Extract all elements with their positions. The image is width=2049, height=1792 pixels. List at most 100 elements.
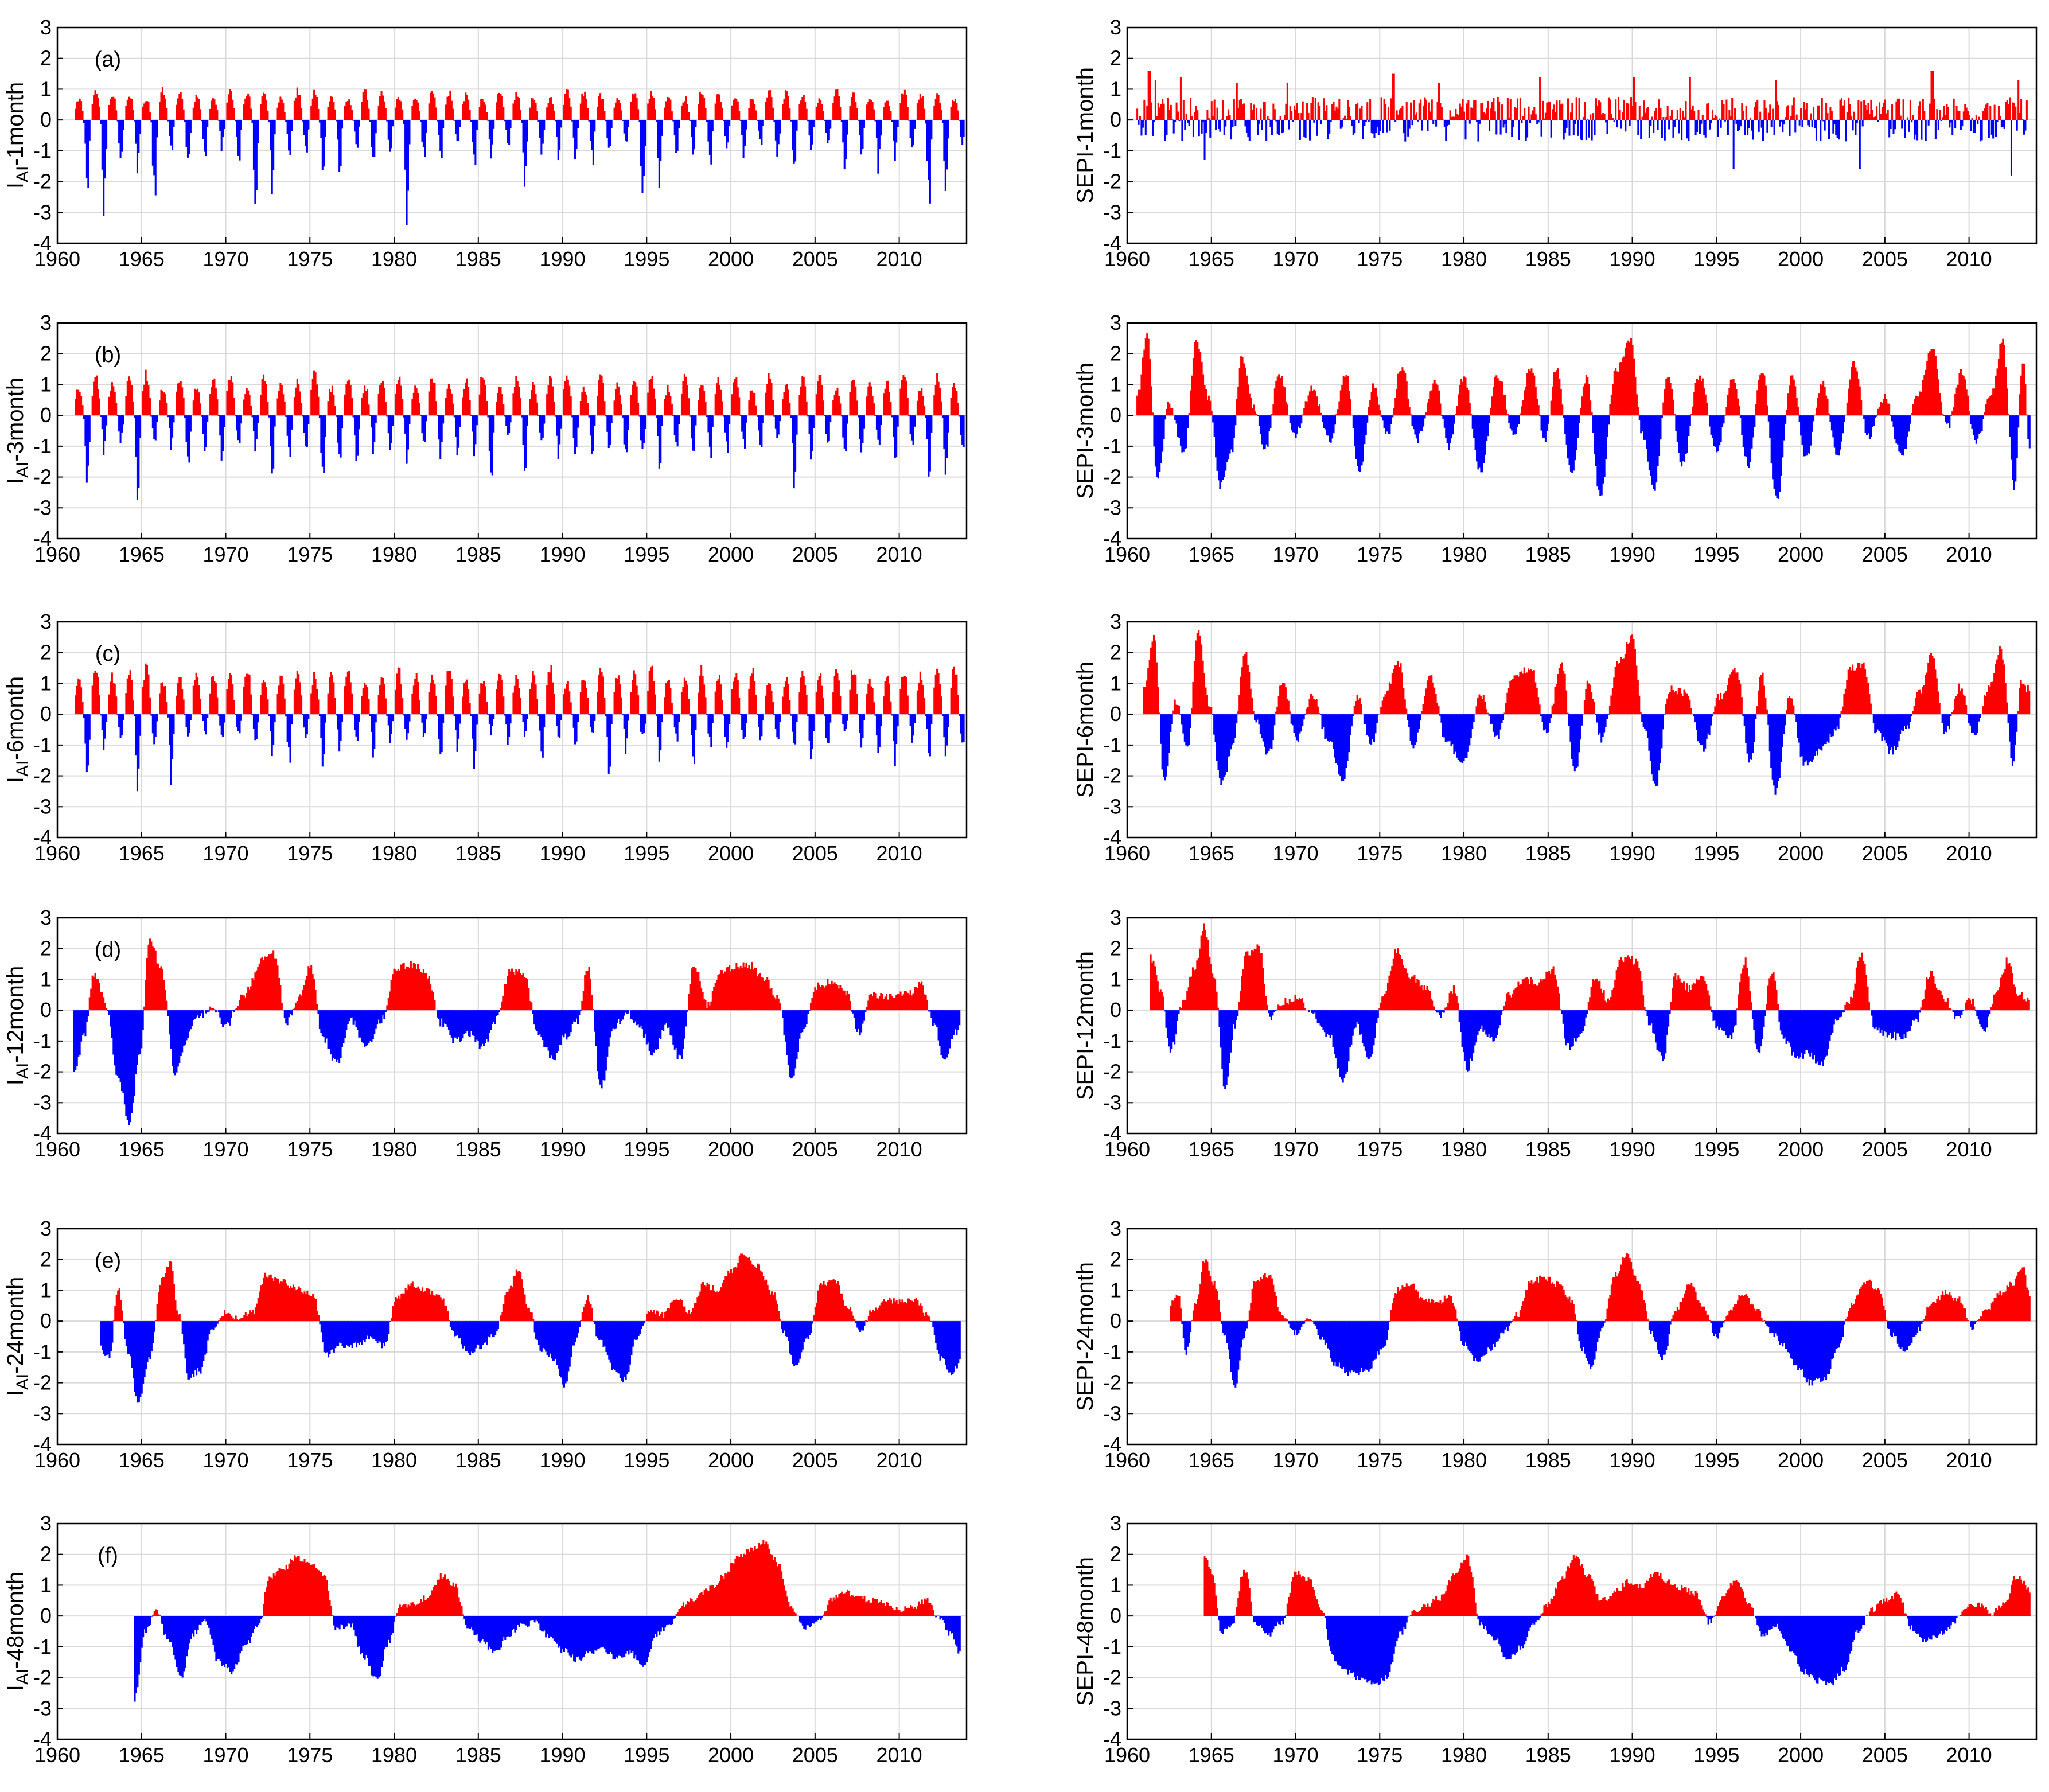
positive-bar: [160, 92, 162, 120]
positive-bar: [934, 674, 937, 715]
x-tick-label: 1990: [1610, 247, 1655, 271]
positive-bar: [832, 400, 835, 416]
positive-bar: [531, 682, 533, 715]
positive-bar: [839, 107, 842, 120]
negative-bar: [1856, 120, 1858, 123]
negative-bar: [523, 120, 526, 187]
negative-bar: [824, 714, 826, 716]
negative-bar: [2000, 120, 2003, 128]
positive-bar: [671, 111, 673, 120]
negative-bar: [605, 714, 607, 716]
negative-bar: [239, 415, 241, 443]
positive-bar: [884, 996, 886, 1011]
positive-bar: [1721, 699, 1723, 715]
positive-bar: [1586, 680, 1588, 715]
negative-bar: [665, 1010, 668, 1024]
negative-bar: [1777, 415, 1779, 499]
negative-bar: [1322, 714, 1325, 727]
negative-bar: [1347, 714, 1350, 753]
negative-bar: [537, 714, 540, 716]
negative-bar: [462, 1010, 464, 1039]
negative-bar: [758, 714, 760, 727]
positive-bar: [535, 103, 537, 120]
negative-bar: [1466, 714, 1468, 758]
x-tick-label: 2005: [792, 247, 838, 271]
negative-bar: [1515, 415, 1517, 434]
positive-bar: [1142, 357, 1144, 416]
negative-bar: [1747, 120, 1749, 135]
negative-bar: [1650, 415, 1652, 476]
negative-bar: [543, 1010, 546, 1047]
positive-bar: [702, 992, 704, 1011]
negative-bar: [1720, 120, 1722, 128]
positive-bar: [483, 379, 485, 416]
negative-bar: [1981, 415, 1983, 431]
negative-bar: [1904, 120, 1906, 138]
negative-bar: [874, 415, 877, 416]
positive-bar: [1864, 668, 1867, 715]
positive-bar: [81, 111, 84, 120]
positive-bar: [1631, 106, 1634, 120]
positive-bar: [1353, 706, 1355, 715]
positive-bar: [888, 683, 890, 715]
negative-bar: [592, 120, 594, 165]
positive-bar: [1210, 410, 1213, 416]
negative-bar: [156, 120, 158, 138]
x-tick-label: 1975: [1357, 543, 1403, 566]
positive-bar: [758, 974, 760, 1011]
negative-bar: [627, 120, 630, 127]
negative-bar: [199, 1010, 202, 1016]
positive-bar: [500, 1008, 502, 1011]
positive-bar: [598, 675, 600, 715]
negative-bar: [340, 120, 342, 166]
positive-bar: [346, 381, 349, 416]
negative-bar: [1678, 120, 1680, 134]
positive-bar: [1533, 670, 1535, 715]
negative-bar: [338, 415, 341, 454]
negative-bar: [1456, 714, 1458, 758]
positive-bar: [417, 393, 419, 416]
x-tick-label: 1990: [540, 1137, 586, 1161]
negative-bar: [1871, 415, 1873, 427]
positive-bar: [617, 100, 620, 120]
positive-bar: [592, 1009, 594, 1011]
negative-bar: [1221, 714, 1224, 781]
positive-bar: [469, 400, 471, 416]
negative-bar: [1973, 714, 1976, 735]
negative-bar: [509, 415, 512, 423]
positive-bar: [1867, 103, 1869, 120]
negative-bar: [588, 415, 590, 418]
negative-bar: [1574, 415, 1576, 461]
positive-bar: [393, 968, 395, 1011]
positive-bar: [1559, 378, 1561, 416]
positive-bar: [1150, 102, 1152, 120]
negative-bar: [678, 120, 680, 128]
negative-bar: [364, 1010, 366, 1047]
positive-bar: [1939, 392, 1941, 416]
positive-bar: [1404, 373, 1407, 416]
negative-bar: [88, 714, 91, 740]
negative-bar: [557, 1010, 559, 1051]
negative-bar: [1188, 714, 1190, 745]
negative-bar: [188, 714, 190, 733]
negative-bar: [689, 120, 691, 122]
positive-bar: [1674, 691, 1677, 715]
positive-bar: [884, 388, 886, 416]
negative-bar: [387, 415, 389, 434]
negative-bar: [1372, 714, 1374, 740]
negative-bar: [711, 415, 714, 427]
negative-bar: [1779, 120, 1781, 127]
positive-bar: [143, 1006, 146, 1011]
negative-bar: [255, 714, 258, 739]
positive-bar: [752, 969, 754, 1011]
negative-bar: [120, 714, 123, 736]
positive-bar: [368, 404, 370, 416]
positive-bar: [1438, 390, 1440, 416]
positive-bar: [716, 94, 718, 120]
positive-bar: [1358, 699, 1360, 715]
negative-bar: [1234, 714, 1236, 738]
positive-bar: [748, 965, 750, 1011]
y-tick-label: 3: [40, 906, 52, 929]
negative-bar: [1655, 415, 1658, 483]
negative-bar: [1970, 415, 1972, 424]
